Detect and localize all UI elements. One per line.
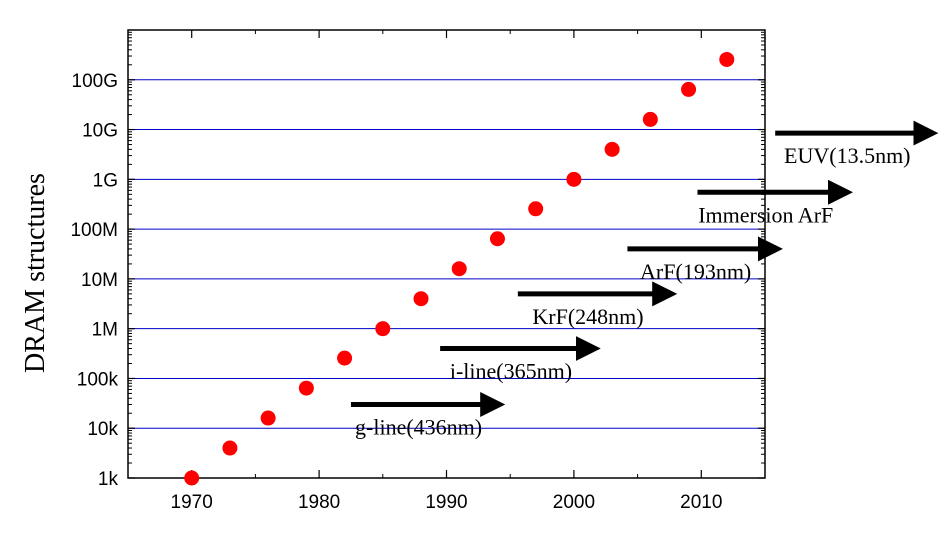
annotation: Immersion ArF <box>697 179 854 227</box>
data-point <box>298 380 314 396</box>
data-point <box>337 350 353 366</box>
y-tick-label: 10M <box>81 270 118 291</box>
annotation-label: Immersion ArF <box>698 202 833 227</box>
y-axis: 1k 10k 100k 1M 10M 100M 1G 10G 100G <box>70 31 765 490</box>
annotation: g-line(436nm) <box>350 391 506 439</box>
data-point <box>681 81 697 97</box>
y-tick-label: 100M <box>70 220 118 241</box>
y-tick-label: 100k <box>77 369 119 390</box>
data-point <box>222 440 238 456</box>
data-point <box>260 410 276 426</box>
annotation: KrF(248nm) <box>517 281 678 329</box>
data-point <box>375 321 391 337</box>
annotation-label: ArF(193nm) <box>640 259 751 284</box>
data-point <box>451 261 467 277</box>
data-point <box>489 231 505 247</box>
y-axis-label: DRAM structures <box>20 173 51 373</box>
data-point <box>413 291 429 307</box>
y-tick-label: 1M <box>92 320 118 341</box>
annotation: i-line(365nm) <box>440 335 601 383</box>
annotation: EUV(13.5nm) <box>775 120 939 168</box>
x-tick-label: 1990 <box>425 492 467 513</box>
annotation-label: g-line(436nm) <box>355 414 482 439</box>
y-tick-label: 100G <box>72 71 118 92</box>
x-tick-label: 2000 <box>553 492 595 513</box>
data-point <box>642 111 658 127</box>
x-tick-label: 1980 <box>298 492 340 513</box>
annotation-label: KrF(248nm) <box>532 304 643 329</box>
horizontal-gridlines <box>128 79 765 429</box>
y-tick-label: 10G <box>82 121 118 142</box>
data-point <box>719 51 735 67</box>
y-tick-label: 10k <box>87 419 118 440</box>
annotation-label: EUV(13.5nm) <box>784 143 910 168</box>
lithography-annotations: g-line(436nm) i-line(365nm) KrF(248nm) ArF(… <box>350 120 939 439</box>
plot-frame <box>127 29 766 479</box>
annotation: ArF(193nm) <box>627 236 783 284</box>
annotation-label: i-line(365nm) <box>450 358 572 383</box>
data-point <box>184 470 200 486</box>
data-point <box>528 201 544 217</box>
x-axis: 1970 1980 1990 2000 2010 <box>127 30 766 513</box>
x-tick-label: 1970 <box>171 492 213 513</box>
y-tick-label: 1G <box>93 170 118 191</box>
y-tick-label: 1k <box>98 469 119 490</box>
x-tick-label: 2010 <box>680 492 722 513</box>
data-point <box>604 141 620 157</box>
data-points <box>184 51 735 486</box>
data-point <box>566 171 582 187</box>
